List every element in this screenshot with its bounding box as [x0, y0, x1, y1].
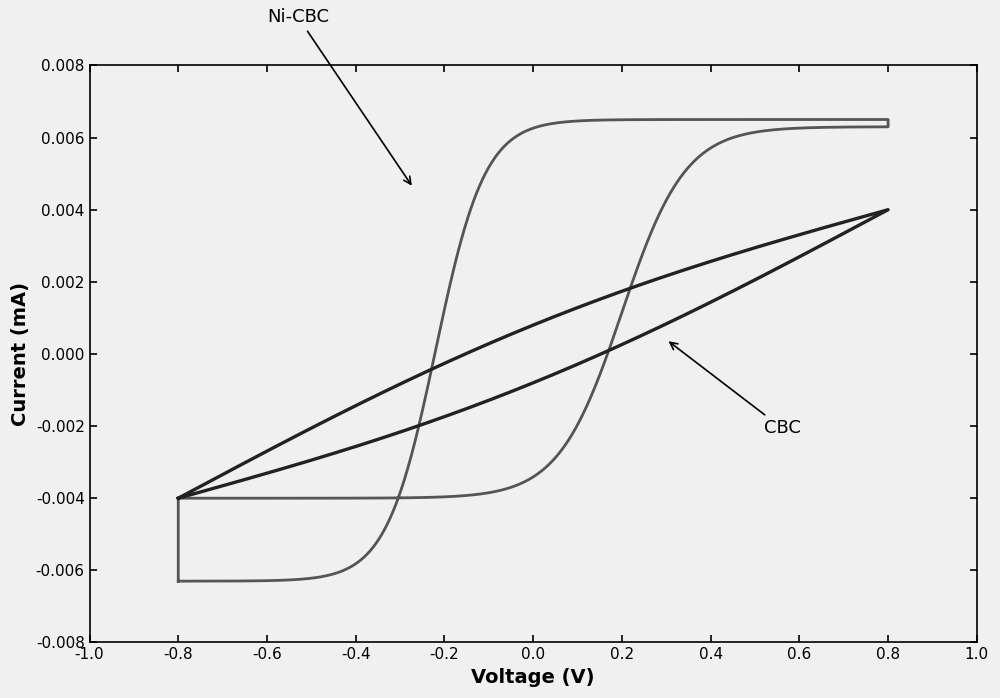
- Text: Ni-CBC: Ni-CBC: [267, 8, 411, 184]
- Y-axis label: Current (mA): Current (mA): [11, 282, 30, 426]
- X-axis label: Voltage (V): Voltage (V): [471, 668, 595, 687]
- Text: CBC: CBC: [670, 342, 801, 437]
